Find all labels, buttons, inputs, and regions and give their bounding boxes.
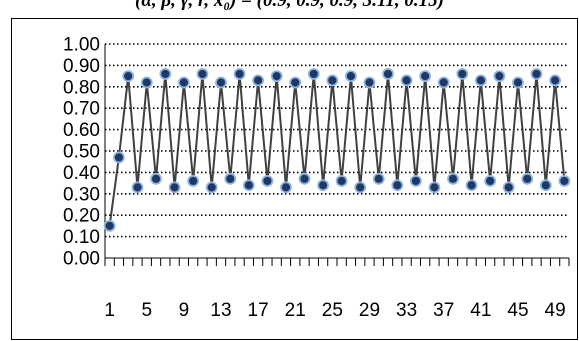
data-point [521,172,534,185]
data-point [307,68,320,80]
y-tick-label: 0.60 [63,120,100,141]
data-point [363,76,376,89]
x-tick-label: 49 [545,300,566,321]
data-point [372,172,385,185]
data-point [280,181,292,194]
x-tick-label: 5 [141,300,152,321]
y-tick-label: 0.30 [63,184,100,205]
data-point [558,175,571,187]
x-tick-label: 1 [104,300,115,321]
data-point [465,179,478,192]
data-point [409,175,422,187]
y-tick-label: 0.90 [63,56,100,77]
data-point [122,70,135,82]
data-point [502,181,515,194]
plot-svg: 0.000.100.200.300.400.500.600.700.800.90… [63,35,571,321]
data-point [224,172,237,185]
x-tick-label: 25 [322,300,343,321]
data-point [484,175,497,187]
x-tick-label: 29 [359,300,380,321]
series-markers [103,68,571,232]
x-tick-label: 37 [433,300,454,321]
data-point [159,68,172,80]
axes: 0.000.100.200.300.400.500.600.700.800.90… [63,35,570,321]
y-tick-label: 0.50 [63,142,100,163]
data-point [113,151,125,164]
data-point [242,179,255,192]
data-point [196,68,209,80]
y-tick-label: 0.40 [63,163,100,184]
data-point [233,68,246,80]
y-tick-label: 0.80 [63,77,100,98]
data-point [382,68,394,80]
data-point [326,74,339,87]
x-tick-label: 41 [470,300,491,321]
data-point [150,172,162,185]
data-point [345,70,357,82]
data-point [270,70,283,82]
x-tick-label: 13 [210,300,231,321]
y-tick-label: 0.70 [63,99,100,120]
data-point [512,76,524,89]
data-point [168,181,181,194]
data-point [419,70,432,82]
data-point [428,181,441,194]
series-line [108,73,566,227]
data-point [549,74,561,87]
chart-title: (α, β, γ, r, x₀) = (0.9, 0.9, 0.9, 3.11,… [135,0,444,11]
x-tick-label: 45 [507,300,528,321]
data-point [437,76,450,89]
data-point [456,68,469,80]
data-point [400,74,413,87]
x-tick-label: 21 [285,300,306,321]
y-tick-label: 0.10 [63,227,100,248]
chart-area: 0.00 0.10 0.20 0.30 0.40 0.50 0.60 0.70 0.80 0.90… [11,18,578,340]
x-tick-label: 33 [396,300,417,321]
x-tick-label: 9 [179,300,190,321]
data-point [354,181,367,194]
data-point [103,219,116,232]
data-point [289,76,302,89]
data-point [177,76,190,89]
data-point [252,74,265,87]
data-point [530,68,543,80]
data-point [474,74,487,87]
data-point [298,172,311,185]
data-point [215,76,227,89]
data-point [187,175,200,187]
y-tick-label: 0.20 [63,206,100,227]
data-point [493,70,506,82]
y-tick-label: 0.00 [63,249,100,270]
data-point [539,179,552,192]
data-point [131,181,144,194]
y-tick-label: 1.00 [63,35,100,56]
data-point [335,175,348,187]
x-tick-label: 17 [248,300,269,321]
data-point [140,76,153,89]
series-line-path [108,73,566,227]
data-point [261,175,274,187]
data-point [447,172,459,185]
data-point [205,181,218,194]
data-point [391,179,404,192]
data-point [317,179,329,192]
